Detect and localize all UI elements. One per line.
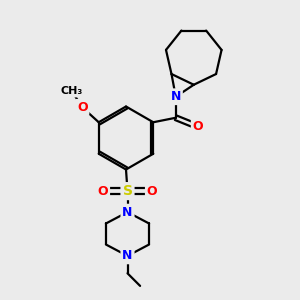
- Text: N: N: [122, 206, 133, 219]
- Text: S: S: [122, 184, 133, 198]
- Text: CH₃: CH₃: [61, 86, 83, 96]
- Text: O: O: [147, 184, 158, 198]
- Text: O: O: [98, 184, 108, 198]
- Text: N: N: [122, 249, 133, 262]
- Text: O: O: [193, 120, 203, 133]
- Text: N: N: [171, 90, 181, 103]
- Text: O: O: [77, 101, 88, 114]
